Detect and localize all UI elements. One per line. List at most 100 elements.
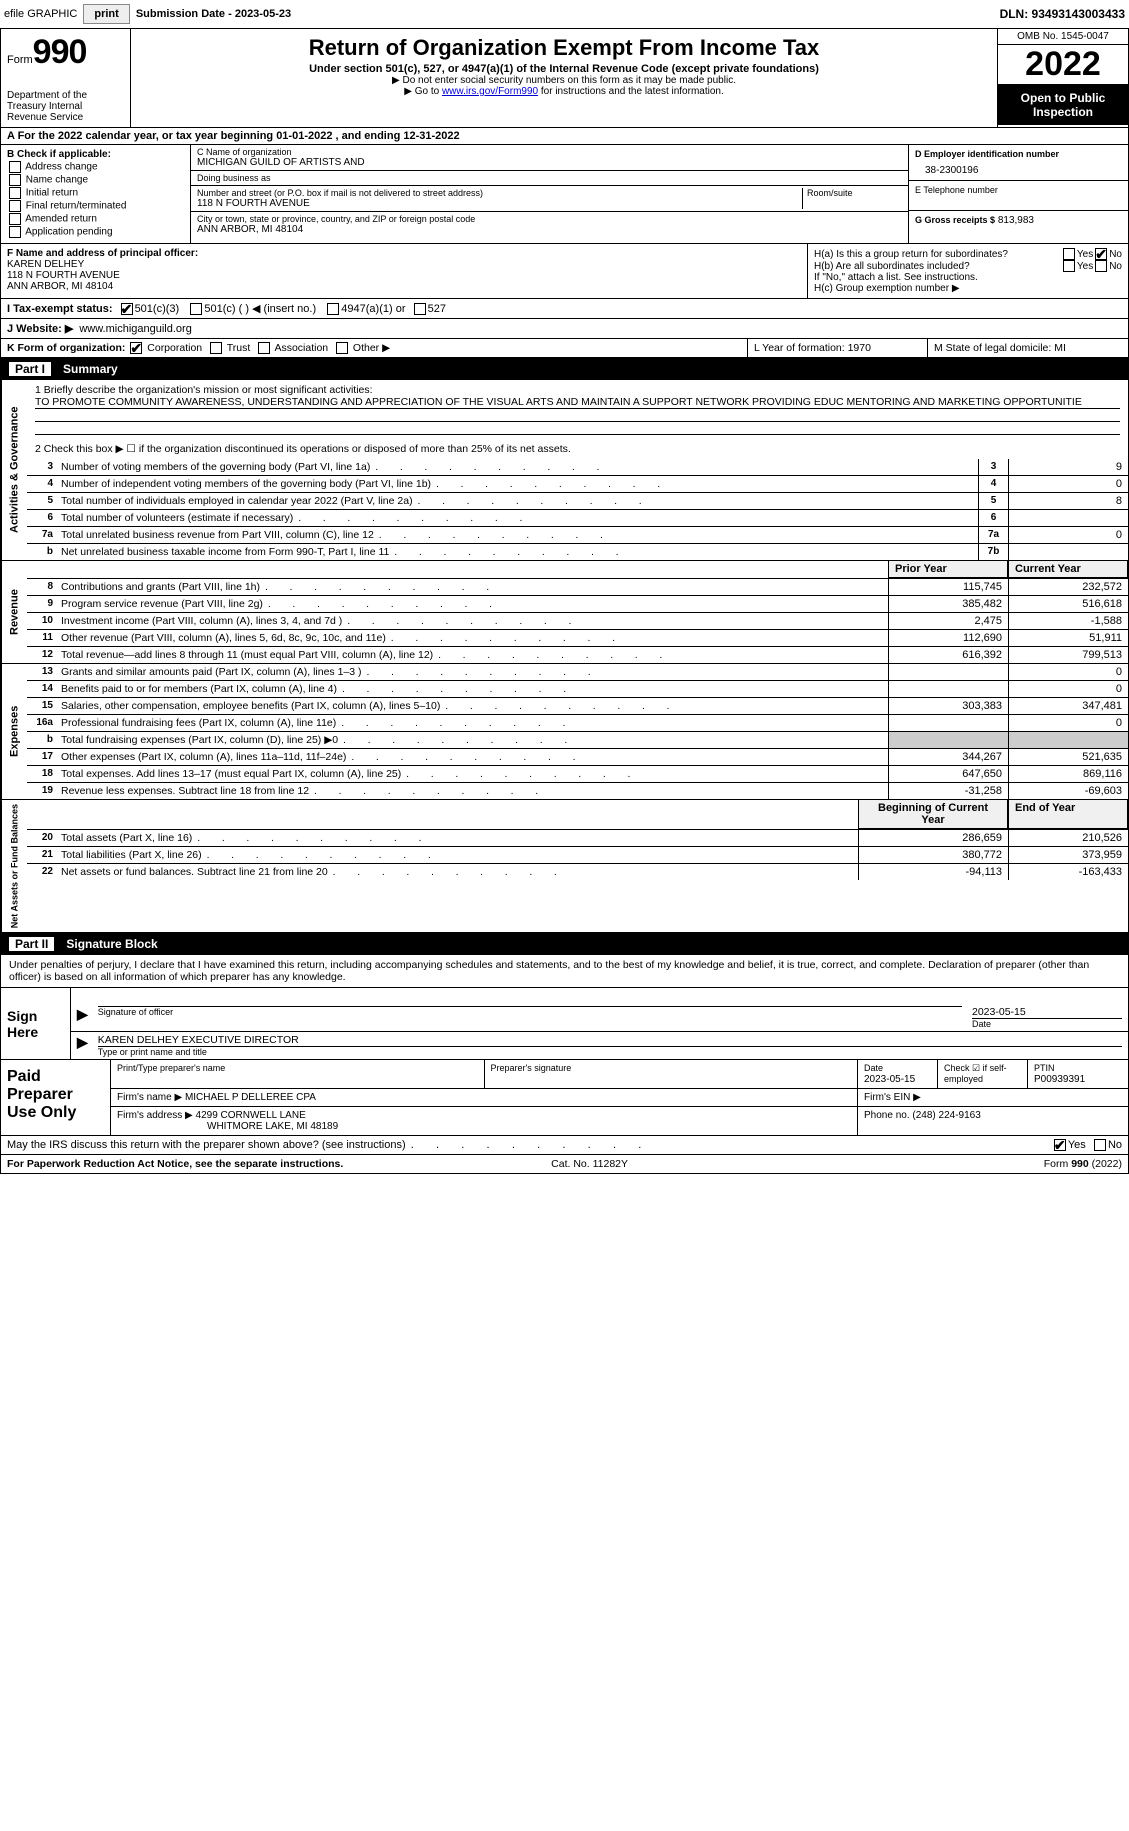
- gross-label: G Gross receipts $: [915, 215, 995, 225]
- cb-trust[interactable]: [210, 342, 222, 354]
- prep-sig-label: Preparer's signature: [491, 1063, 572, 1073]
- cb-name-change[interactable]: Name change: [7, 174, 184, 186]
- page-footer: For Paperwork Reduction Act Notice, see …: [0, 1155, 1129, 1174]
- website-value: www.michiganguild.org: [79, 323, 192, 335]
- hb-no[interactable]: [1095, 260, 1107, 272]
- part2-num: Part II: [9, 937, 54, 951]
- ein-label: D Employer identification number: [915, 149, 1122, 159]
- prep-title: Paid Preparer Use Only: [1, 1060, 111, 1135]
- part1-num: Part I: [9, 362, 51, 376]
- cb-527[interactable]: [414, 303, 426, 315]
- discuss-no[interactable]: [1094, 1139, 1106, 1151]
- hc-label: H(c) Group exemption number ▶: [814, 283, 1122, 294]
- table-row: 8Contributions and grants (Part VIII, li…: [27, 579, 1128, 596]
- m-state-domicile: M State of legal domicile: MI: [928, 339, 1128, 357]
- section-expenses: Expenses 13Grants and similar amounts pa…: [0, 664, 1129, 800]
- city-value: ANN ARBOR, MI 48104: [197, 224, 475, 235]
- ha-no[interactable]: [1095, 248, 1107, 260]
- hdr-begin-year: Beginning of Current Year: [858, 800, 1008, 829]
- cb-4947[interactable]: [327, 303, 339, 315]
- sig-declaration: Under penalties of perjury, I declare th…: [0, 955, 1129, 988]
- subtitle-3: ▶ Go to www.irs.gov/Form990 for instruct…: [139, 86, 989, 97]
- cat-number: Cat. No. 11282Y: [551, 1158, 628, 1170]
- form-title: Return of Organization Exempt From Incom…: [139, 35, 989, 61]
- cb-address-change[interactable]: Address change: [7, 161, 184, 173]
- part2-header: Part II Signature Block: [0, 933, 1129, 955]
- row-a-calendar: A For the 2022 calendar year, or tax yea…: [0, 128, 1129, 145]
- section-net-assets: Net Assets or Fund Balances Beginning of…: [0, 800, 1129, 933]
- table-row: 10Investment income (Part VIII, column (…: [27, 613, 1128, 630]
- paid-preparer-block: Paid Preparer Use Only Print/Type prepar…: [0, 1060, 1129, 1136]
- form-number: 990: [33, 33, 87, 71]
- table-row: 12Total revenue—add lines 8 through 11 (…: [27, 647, 1128, 663]
- arrow-icon: ▶: [77, 1006, 88, 1029]
- prep-date: 2023-05-15: [864, 1074, 915, 1085]
- city-label: City or town, state or province, country…: [197, 214, 475, 224]
- ha-yes[interactable]: [1063, 248, 1075, 260]
- table-row: 5Total number of individuals employed in…: [27, 493, 1128, 510]
- room-label: Room/suite: [807, 188, 902, 198]
- gross-value: 813,983: [998, 215, 1034, 226]
- part1-header: Part I Summary: [0, 358, 1129, 380]
- cb-application-pending[interactable]: Application pending: [7, 226, 184, 238]
- side-label-gov: Activities & Governance: [1, 380, 27, 560]
- irs-link[interactable]: www.irs.gov/Form990: [442, 86, 538, 97]
- cb-initial-return[interactable]: Initial return: [7, 187, 184, 199]
- table-row: 6Total number of volunteers (estimate if…: [27, 510, 1128, 527]
- dba-label: Doing business as: [197, 173, 271, 183]
- table-row: 16aProfessional fundraising fees (Part I…: [27, 715, 1128, 732]
- table-row: 9Program service revenue (Part VIII, lin…: [27, 596, 1128, 613]
- q1-label: 1 Briefly describe the organization's mi…: [35, 384, 1120, 396]
- cb-corporation[interactable]: [130, 342, 142, 354]
- table-row: 15Salaries, other compensation, employee…: [27, 698, 1128, 715]
- firm-addr-label: Firm's address ▶: [117, 1110, 193, 1121]
- hdr-end-year: End of Year: [1008, 800, 1128, 829]
- side-label-rev: Revenue: [1, 561, 27, 663]
- org-name: MICHIGAN GUILD OF ARTISTS AND: [197, 157, 902, 168]
- top-bar: efile GRAPHIC print Submission Date - 20…: [0, 0, 1129, 29]
- ha-label: H(a) Is this a group return for subordin…: [814, 249, 1061, 260]
- sign-here-label: Sign Here: [1, 988, 71, 1059]
- cb-other[interactable]: [336, 342, 348, 354]
- ptin-value: P00939391: [1034, 1074, 1085, 1085]
- cb-501c3[interactable]: [121, 303, 133, 315]
- side-label-exp: Expenses: [1, 664, 27, 799]
- irs-discuss-row: May the IRS discuss this return with the…: [0, 1136, 1129, 1155]
- sig-officer-label: Signature of officer: [98, 1006, 962, 1017]
- cb-501c[interactable]: [190, 303, 202, 315]
- subtitle-2: ▶ Do not enter social security numbers o…: [139, 75, 989, 86]
- row-klm: K Form of organization: Corporation Trus…: [0, 339, 1129, 358]
- table-row: 22Net assets or fund balances. Subtract …: [27, 864, 1128, 880]
- col-b-checkboxes: B Check if applicable: Address change Na…: [1, 145, 191, 243]
- cb-association[interactable]: [258, 342, 270, 354]
- cb-amended-return[interactable]: Amended return: [7, 213, 184, 225]
- hdr-current-year: Current Year: [1008, 561, 1128, 578]
- sig-date: 2023-05-15: [972, 1006, 1122, 1018]
- table-row: 7aTotal unrelated business revenue from …: [27, 527, 1128, 544]
- h-note: If "No," attach a list. See instructions…: [814, 272, 1122, 283]
- ein-value: 38-2300196: [915, 159, 1122, 176]
- table-row: 13Grants and similar amounts paid (Part …: [27, 664, 1128, 681]
- col-h-group: H(a) Is this a group return for subordin…: [808, 244, 1128, 298]
- table-row: bTotal fundraising expenses (Part IX, co…: [27, 732, 1128, 749]
- officer-name: KAREN DELHEY: [7, 259, 801, 270]
- table-row: 18Total expenses. Add lines 13–17 (must …: [27, 766, 1128, 783]
- print-button[interactable]: print: [83, 4, 129, 24]
- q2-label: 2 Check this box ▶ ☐ if the organization…: [35, 443, 1120, 455]
- officer-city: ANN ARBOR, MI 48104: [7, 281, 801, 292]
- cb-final-return[interactable]: Final return/terminated: [7, 200, 184, 212]
- efile-label: efile GRAPHIC: [4, 8, 77, 20]
- row-i-tax-status: I Tax-exempt status: 501(c)(3) 501(c) ( …: [0, 299, 1129, 319]
- discuss-yes[interactable]: [1054, 1139, 1066, 1151]
- mission-text: TO PROMOTE COMMUNITY AWARENESS, UNDERSTA…: [35, 396, 1120, 409]
- dln: DLN: 93493143003433: [1000, 7, 1125, 21]
- firm-name: MICHAEL P DELLEREE CPA: [185, 1092, 316, 1103]
- phone-label: E Telephone number: [915, 185, 1122, 195]
- col-f-officer: F Name and address of principal officer:…: [1, 244, 808, 298]
- firm-name-label: Firm's name ▶: [117, 1092, 182, 1103]
- table-row: 3Number of voting members of the governi…: [27, 459, 1128, 476]
- hb-yes[interactable]: [1063, 260, 1075, 272]
- k-label: K Form of organization:: [7, 342, 125, 354]
- officer-street: 118 N FOURTH AVENUE: [7, 270, 801, 281]
- sign-here-block: Sign Here ▶ Signature of officer 2023-05…: [0, 988, 1129, 1060]
